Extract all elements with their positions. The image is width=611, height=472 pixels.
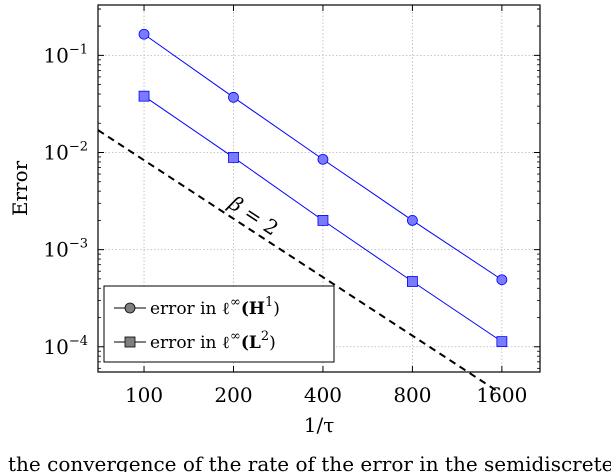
x-tick-label: 800 xyxy=(393,383,431,407)
x-axis-label: 1/τ xyxy=(304,413,335,437)
data-point-square xyxy=(317,215,329,226)
data-point-square xyxy=(407,276,418,287)
series-1 xyxy=(138,28,508,286)
figure-caption: the convergence of the rate of the error… xyxy=(8,452,611,472)
x-tick-label: 200 xyxy=(214,383,252,407)
legend: error in ℓ∞(H1) error in ℓ∞(L2) xyxy=(103,285,335,363)
data-point-square xyxy=(496,336,508,348)
series-2 xyxy=(138,90,508,348)
data-point-circle xyxy=(317,153,329,165)
data-point-circle xyxy=(228,91,239,103)
y-tick-label: 10−3 xyxy=(43,237,88,262)
y-tick-labels: 10−110−210−310−4 xyxy=(43,42,88,358)
data-point-square xyxy=(138,90,150,102)
legend-box xyxy=(103,285,335,363)
y-tick-label: 10−2 xyxy=(43,140,88,165)
plot-frame xyxy=(97,4,541,373)
x-tick-label: 400 xyxy=(304,383,342,407)
legend-marker-circle xyxy=(124,302,136,314)
y-tick-exponent: −4 xyxy=(69,334,88,349)
legend-label: error in ℓ∞(L2) xyxy=(150,329,276,353)
y-tick-exponent: −2 xyxy=(69,140,88,155)
y-axis-label: Error xyxy=(8,160,32,216)
reference-slope-line xyxy=(97,129,499,393)
legend-marker-square xyxy=(124,336,136,348)
legend-item-2: error in ℓ∞(L2) xyxy=(114,329,276,353)
x-tick-labels: 100 200 400 800 1600 xyxy=(125,383,527,407)
series-group xyxy=(138,28,508,348)
y-tick-exponent: −1 xyxy=(69,42,88,57)
data-point-circle xyxy=(407,215,418,226)
x-tick-label: 1600 xyxy=(476,383,527,407)
y-tick-base: 10 xyxy=(43,141,68,165)
y-tick-label: 10−4 xyxy=(43,334,88,359)
axis-ticks xyxy=(98,5,540,372)
data-point-circle xyxy=(496,274,508,286)
legend-item-1: error in ℓ∞(H1) xyxy=(114,295,280,319)
y-tick-exponent: −3 xyxy=(69,237,88,252)
reference-line-path xyxy=(97,129,499,393)
data-point-circle xyxy=(138,28,150,40)
legend-label: error in ℓ∞(H1) xyxy=(150,295,280,319)
x-tick-label: 100 xyxy=(125,383,163,407)
y-tick-base: 10 xyxy=(43,238,68,262)
data-point-square xyxy=(228,152,239,163)
y-tick-base: 10 xyxy=(43,335,68,359)
y-tick-label: 10−1 xyxy=(43,42,88,67)
y-tick-base: 10 xyxy=(43,43,68,67)
